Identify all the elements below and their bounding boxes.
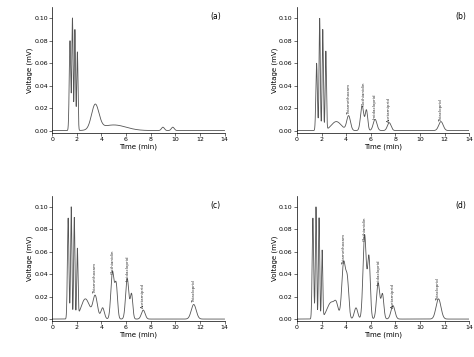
Text: Acetamiprid: Acetamiprid xyxy=(387,97,391,122)
Text: Thiamethoxam: Thiamethoxam xyxy=(342,234,346,265)
Text: Imidacloprid: Imidacloprid xyxy=(376,260,380,285)
Text: Acetamiprid: Acetamiprid xyxy=(391,283,395,308)
Y-axis label: Voltage (mV): Voltage (mV) xyxy=(271,236,278,281)
X-axis label: Time (min): Time (min) xyxy=(119,144,157,150)
Text: (c): (c) xyxy=(211,201,221,210)
Text: Thiacloprid: Thiacloprid xyxy=(437,278,440,301)
Text: Thiamethoxam: Thiamethoxam xyxy=(93,263,97,295)
Text: Thiamethoxam: Thiamethoxam xyxy=(346,84,351,115)
Text: (d): (d) xyxy=(456,201,466,210)
X-axis label: Time (min): Time (min) xyxy=(364,332,402,338)
Text: Thiacloprid: Thiacloprid xyxy=(191,281,196,303)
Text: (a): (a) xyxy=(211,12,221,21)
Text: Clothianidin: Clothianidin xyxy=(110,250,114,274)
Text: Thiacloprid: Thiacloprid xyxy=(439,99,443,122)
Y-axis label: Voltage (mV): Voltage (mV) xyxy=(27,236,33,281)
Text: Imidacloprid: Imidacloprid xyxy=(373,94,376,119)
Text: Clothianidin: Clothianidin xyxy=(361,81,365,106)
Y-axis label: Voltage (mV): Voltage (mV) xyxy=(271,47,278,93)
Text: Acetamiprid: Acetamiprid xyxy=(141,283,145,308)
Text: (b): (b) xyxy=(456,12,466,21)
Text: Imidacloprid: Imidacloprid xyxy=(125,255,129,281)
X-axis label: Time (min): Time (min) xyxy=(364,144,402,150)
Y-axis label: Voltage (mV): Voltage (mV) xyxy=(27,47,33,93)
X-axis label: Time (min): Time (min) xyxy=(119,332,157,338)
Text: Clothianidin: Clothianidin xyxy=(363,216,366,241)
